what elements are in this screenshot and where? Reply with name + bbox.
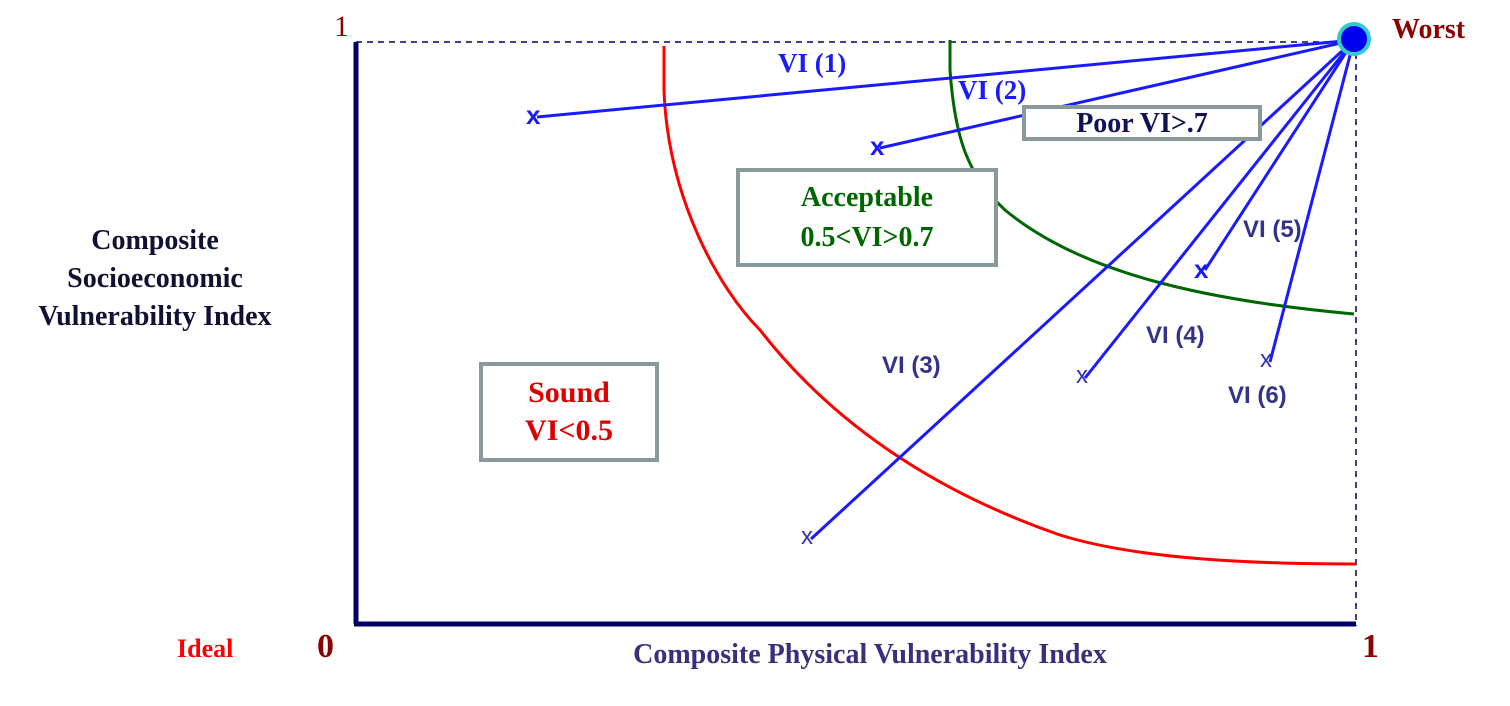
y-axis-label: Composite Socioeconomic Vulnerability In…	[38, 225, 272, 332]
vector-line-6	[1268, 39, 1356, 363]
vector-5-label: VI (5)	[1243, 216, 1302, 243]
vector-line-5	[1203, 39, 1356, 271]
acceptable-zone-range: 0.5<VI>0.7	[800, 222, 934, 253]
vector-line-4	[1083, 39, 1356, 379]
acceptable-zone-title: Acceptable	[800, 182, 934, 213]
origin-tick: 0	[317, 628, 334, 665]
vector-4-marker: x	[1076, 362, 1088, 389]
vector-6-label: VI (6)	[1228, 382, 1287, 409]
vector-1-marker: x	[526, 100, 541, 130]
vector-4-label: VI (4)	[1146, 322, 1205, 349]
vector-2-marker: x	[870, 131, 885, 161]
y-tick-max: 1	[334, 10, 349, 43]
ideal-label: Ideal	[177, 634, 234, 663]
x-axis-label: Composite Physical Vulnerability Index	[633, 639, 1107, 670]
vector-3-label: VI (3)	[882, 352, 941, 379]
vector-5-marker: x	[1194, 254, 1209, 284]
poor-zone-box: Poor VI>.7	[1022, 105, 1262, 141]
worst-label: Worst	[1392, 14, 1466, 45]
worst-point-marker	[1337, 22, 1371, 56]
vector-2-label: VI (2)	[958, 75, 1027, 105]
vector-6-marker: x	[1260, 346, 1272, 373]
vector-1-label: VI (1)	[778, 48, 847, 78]
poor-zone-label: Poor VI>.7	[1076, 108, 1208, 139]
sound-zone-box: Sound VI<0.5	[479, 362, 659, 462]
acceptable-zone-box: Acceptable 0.5<VI>0.7	[736, 168, 998, 267]
sound-zone-title: Sound	[528, 376, 610, 409]
vector-line-3	[809, 38, 1356, 541]
sound-zone-range: VI<0.5	[525, 414, 613, 447]
vector-line-2	[879, 38, 1355, 150]
sound-boundary-curve	[662, 46, 1357, 566]
vector-line-1	[536, 38, 1355, 119]
x-tick-max: 1	[1362, 628, 1379, 665]
vector-3-marker: x	[801, 523, 813, 550]
